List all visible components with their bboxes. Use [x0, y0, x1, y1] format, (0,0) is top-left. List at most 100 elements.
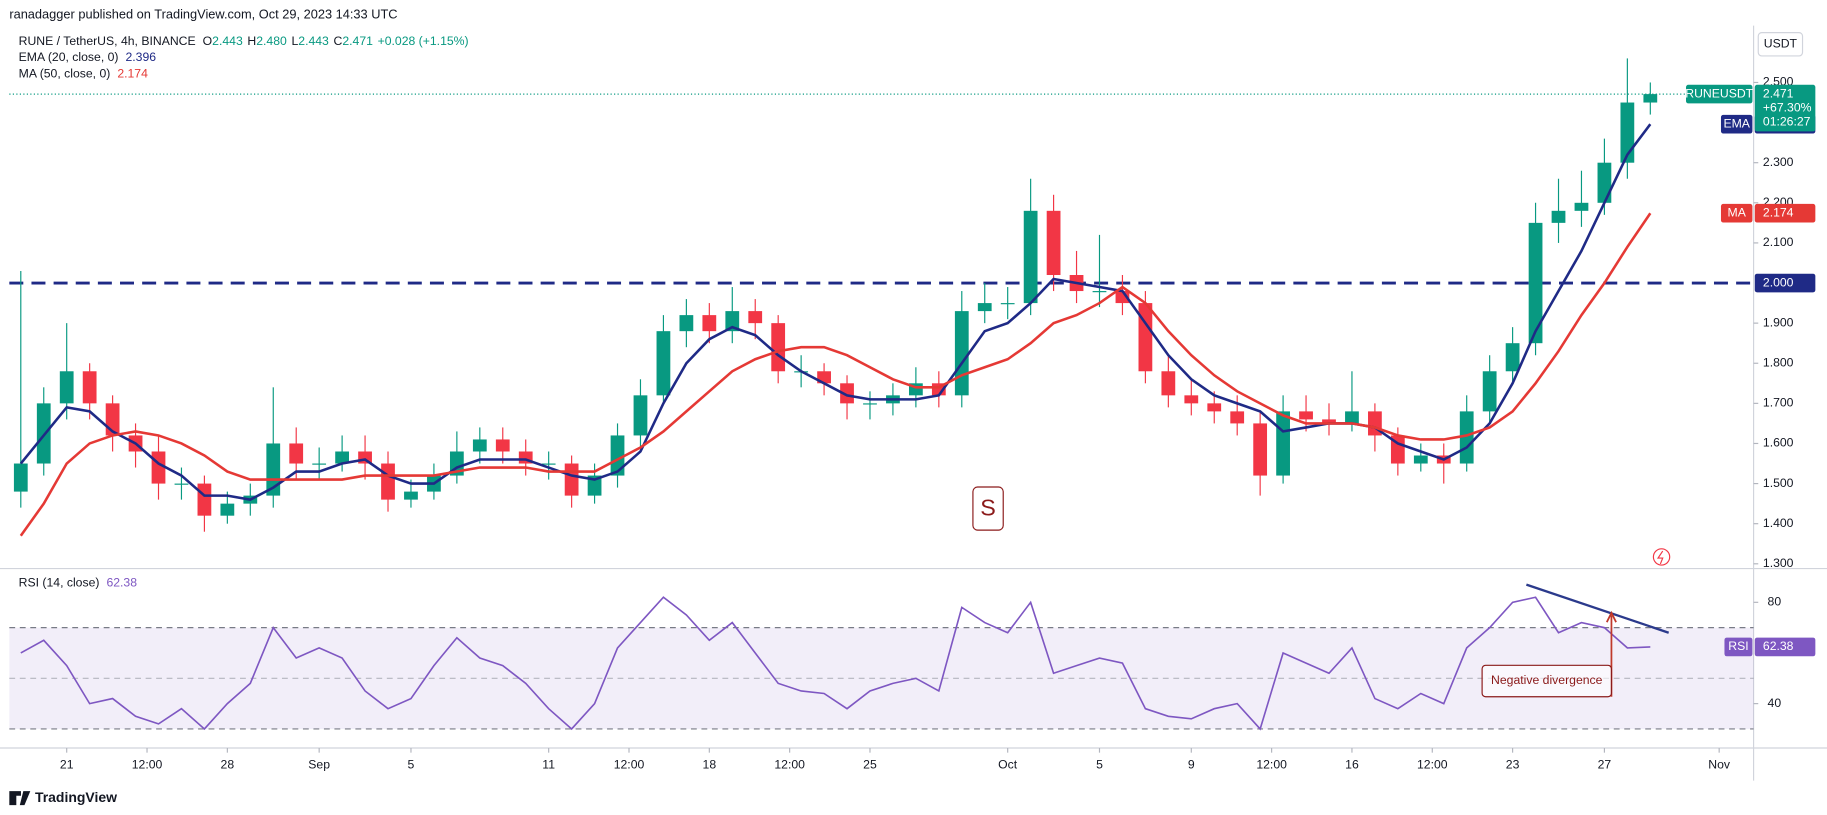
y-tick-label: 1.900 — [1763, 315, 1794, 329]
candle-body — [1138, 303, 1153, 372]
candle-body — [1184, 395, 1199, 404]
candle-body — [1046, 210, 1061, 276]
l-value: 2.443 — [298, 34, 329, 48]
candle-body — [1000, 303, 1015, 305]
candle-body — [404, 491, 418, 500]
candle-body — [840, 383, 854, 404]
rsi-tag-name-box — [1724, 637, 1753, 657]
brand-logo — [9, 791, 31, 806]
candle-body — [656, 331, 671, 396]
y-tick-label: 1.700 — [1763, 396, 1794, 410]
candle-body — [1620, 102, 1635, 163]
o-label: O — [203, 34, 213, 48]
rsi-tag-name: RSI — [1728, 639, 1748, 653]
candle-body — [725, 311, 740, 332]
trendline — [1526, 583, 1670, 634]
candle-body — [1207, 403, 1222, 412]
ma-legend: MA (50, close, 0) 2.174 — [19, 67, 148, 81]
x-tick-label: 12:00 — [774, 758, 805, 772]
y-tick-label: 1.800 — [1763, 355, 1794, 369]
alert-icon[interactable] — [1652, 548, 1671, 566]
h-value: 2.480 — [256, 34, 287, 48]
unit-box[interactable] — [1757, 32, 1804, 57]
candle-body — [1345, 411, 1359, 424]
publisher: ranadagger published on TradingView.com,… — [9, 7, 397, 22]
indicator-line — [19, 212, 1652, 537]
x-tick-label: 21 — [60, 758, 74, 772]
candle-body — [1276, 411, 1290, 476]
candle-body — [174, 483, 189, 485]
indicator-tag-name: MA — [1728, 205, 1747, 219]
x-tick-label: 27 — [1598, 758, 1612, 772]
price-tag-value: 2.471 — [1763, 86, 1794, 100]
candle-body — [151, 451, 166, 484]
ma-value: 2.174 — [117, 67, 148, 81]
x-tick-label: 12:00 — [132, 758, 163, 772]
candle-body — [1551, 210, 1566, 223]
candle-body — [1230, 411, 1245, 424]
candle-body — [381, 463, 395, 500]
x-tick-label: 23 — [1506, 758, 1520, 772]
y-tick-label: 80 — [1768, 595, 1782, 609]
x-tick-label: 28 — [221, 758, 235, 772]
x-tick-label: 12:00 — [1417, 758, 1448, 772]
x-tick-label: 11 — [542, 758, 555, 772]
rsi-name: RSI (14, close) — [19, 576, 100, 590]
symbol-title: RUNE / TetherUS, 4h, BINANCE — [19, 34, 196, 48]
candle-body — [587, 475, 602, 496]
candle-body — [1253, 423, 1268, 476]
candle-body — [220, 503, 235, 516]
y-tick-label: 40 — [1768, 696, 1782, 710]
candle-body — [335, 451, 349, 464]
y-tick-label: 2.300 — [1763, 155, 1794, 169]
y-tick-label: 1.400 — [1763, 516, 1794, 530]
c-value: 2.471 — [342, 34, 373, 48]
candle-body — [1505, 343, 1520, 372]
alert-bolt — [1656, 550, 1664, 565]
candle-body — [289, 443, 304, 464]
divergence-label: Negative divergence — [1491, 673, 1603, 687]
x-tick-label: Nov — [1708, 758, 1731, 772]
candle-body — [748, 311, 763, 324]
c-label: C — [334, 34, 343, 48]
candle-body — [495, 439, 510, 452]
x-tick-label: Sep — [308, 758, 330, 772]
indicator-tag-name-box — [1720, 114, 1753, 134]
x-tick-label: Oct — [998, 758, 1018, 772]
candle-body — [1643, 94, 1658, 103]
candle-body — [679, 315, 694, 332]
price-tag-box — [1754, 84, 1816, 132]
y-tick-label: 1.600 — [1763, 436, 1794, 450]
candle-body — [197, 483, 212, 516]
change: +0.028 (+1.15%) — [378, 34, 469, 48]
x-tick-label: 12:00 — [614, 758, 645, 772]
candle-body — [771, 323, 786, 372]
price-tag-symbol-box — [1686, 84, 1753, 104]
x-tick-label: 9 — [1188, 758, 1195, 772]
x-tick-label: 5 — [408, 758, 415, 772]
candle-body — [954, 311, 969, 396]
price-legend: RUNE / TetherUS, 4h, BINANCE O2.443 H2.480… — [19, 34, 469, 48]
rsi-value: 62.38 — [106, 576, 137, 590]
candle-body — [564, 463, 579, 496]
y-tick-label: 2.100 — [1763, 235, 1794, 249]
level-tag — [1754, 273, 1816, 293]
x-tick-label: 25 — [863, 758, 877, 772]
rsi-tag-box — [1754, 637, 1816, 657]
candle-body — [13, 463, 28, 492]
candle-body — [633, 395, 648, 436]
candle-body — [1161, 371, 1176, 396]
ma-name: MA (50, close, 0) — [19, 67, 111, 81]
rsi-tag-value: 62.38 — [1763, 639, 1794, 653]
x-tick-label: 18 — [703, 758, 717, 772]
price-tag-change: +67.30% — [1763, 100, 1812, 114]
candle-body — [59, 371, 74, 404]
candle-body — [1092, 291, 1107, 293]
candle-body — [1413, 455, 1428, 464]
candle-body — [266, 443, 281, 496]
candle-body — [1597, 162, 1612, 203]
candle-body — [1322, 419, 1336, 424]
x-tick-label: 12:00 — [1256, 758, 1287, 772]
candle-body — [1023, 210, 1038, 304]
